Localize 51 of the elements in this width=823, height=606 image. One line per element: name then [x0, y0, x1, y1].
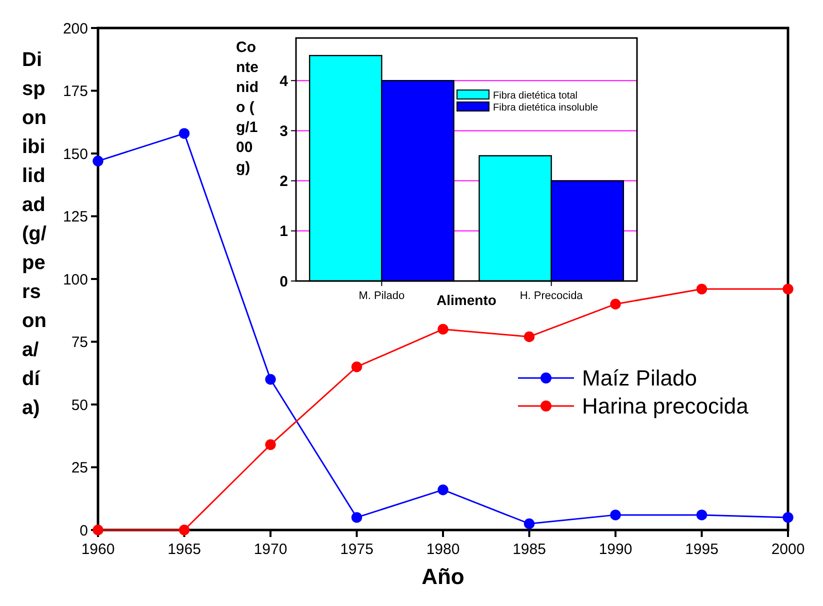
- x-tick-label: 1965: [168, 541, 201, 558]
- point: [351, 362, 362, 372]
- x-tick-label: 1975: [340, 541, 374, 558]
- x-tick-label: 1995: [685, 541, 718, 558]
- x-tick-label: 1985: [512, 541, 546, 558]
- y-tick-label: 1: [280, 223, 288, 240]
- point: [438, 484, 448, 496]
- point: [265, 439, 276, 450]
- x-tick-label: 1960: [81, 541, 115, 558]
- point: [265, 374, 276, 385]
- y-tick-label: 100: [62, 271, 88, 288]
- point: [178, 524, 190, 536]
- point: [696, 510, 708, 520]
- y-axis-title: Contenido (g/100g): [236, 39, 258, 176]
- point: [92, 524, 104, 536]
- point: [92, 156, 104, 166]
- text: Disponibilidad (g/persona/día): [22, 49, 46, 419]
- point: [782, 512, 794, 523]
- y-tick-label: 200: [62, 20, 88, 38]
- y-tick-label: 0: [80, 522, 88, 540]
- y-tick-label: 50: [71, 396, 88, 414]
- legend-label: Fibra dietética total: [493, 90, 578, 102]
- legend-label: Fibra dietética insoluble: [493, 102, 598, 114]
- point: [696, 284, 708, 294]
- point: [351, 512, 362, 523]
- x-tick-label: 1970: [254, 541, 288, 558]
- y-tick-label: 175: [62, 83, 88, 100]
- x-tick-label: 2000: [771, 541, 805, 558]
- y-tick-label: 75: [71, 334, 88, 351]
- y-tick-label: 3: [280, 122, 288, 140]
- x-axis-title: Año: [422, 564, 464, 589]
- x-tick-label: M. Pilado: [358, 290, 405, 302]
- point: [782, 284, 794, 294]
- legend-label: Maíz Pilado: [582, 366, 697, 391]
- y-tick-label: 150: [62, 146, 88, 163]
- point: [524, 331, 535, 342]
- y-tick-label: 0: [280, 273, 288, 290]
- x-tick-label: H. Precocida: [520, 290, 584, 302]
- y-tick-label: 25: [71, 460, 88, 476]
- y-tick-label: 125: [62, 208, 88, 226]
- point: [610, 510, 621, 520]
- point: [438, 324, 448, 335]
- point: [178, 128, 190, 139]
- y-tick-label: 2: [280, 173, 288, 190]
- x-axis-title: Alimento: [436, 292, 496, 308]
- x-tick-label: 1990: [598, 541, 632, 558]
- x-tick-label: 1980: [426, 541, 460, 558]
- point: [524, 518, 535, 530]
- y-tick-label: 4: [280, 72, 289, 90]
- point: [610, 298, 621, 310]
- legend-label: Harina precocida: [582, 394, 750, 419]
